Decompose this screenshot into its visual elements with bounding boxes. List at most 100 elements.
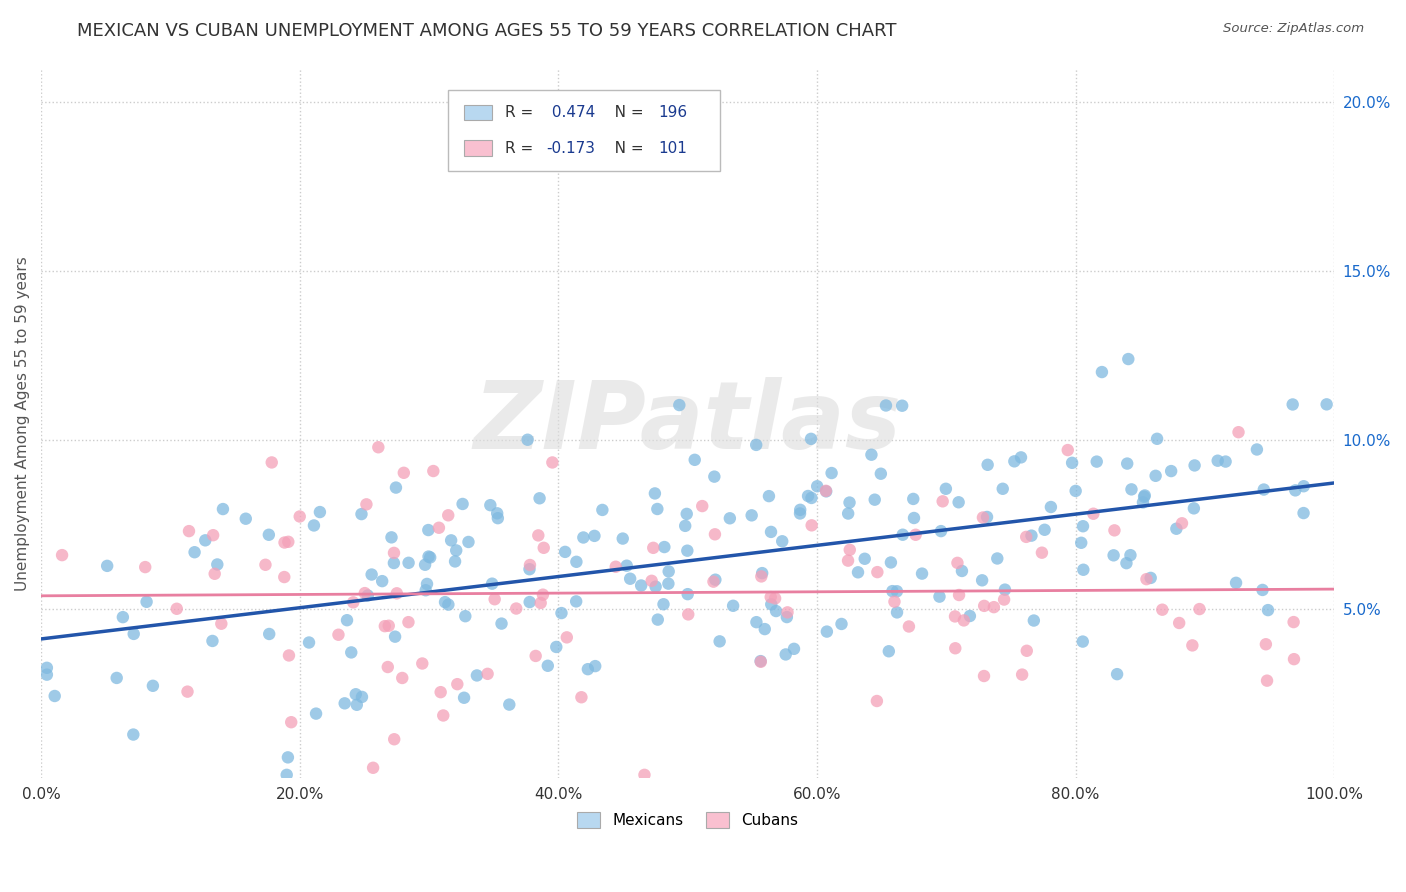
Point: [654, 540, 676, 554]
Point: [986, 551, 1008, 566]
Point: [51, 548, 73, 562]
Point: [1071, 519, 1094, 533]
Point: [96, 558, 118, 573]
Point: [886, 606, 908, 620]
Point: [122, 727, 145, 741]
Point: [1225, 575, 1247, 590]
Point: [336, 613, 359, 627]
Point: [1160, 464, 1182, 478]
Point: [1246, 442, 1268, 457]
Point: [122, 627, 145, 641]
Point: [384, 630, 406, 644]
Point: [1121, 483, 1143, 497]
Point: [1031, 546, 1053, 560]
Point: [619, 572, 641, 586]
Point: [298, 635, 321, 649]
Point: [749, 569, 772, 583]
Point: [444, 543, 467, 558]
Point: [704, 573, 727, 587]
Point: [340, 645, 363, 659]
Point: [360, 567, 382, 582]
Point: [444, 554, 467, 568]
Point: [357, 589, 380, 603]
Point: [1064, 483, 1087, 498]
Point: [1116, 457, 1139, 471]
Point: [718, 511, 741, 525]
Point: [800, 518, 823, 533]
Point: [105, 671, 128, 685]
Point: [652, 597, 675, 611]
Point: [994, 582, 1017, 597]
Point: [527, 528, 550, 542]
Point: [142, 679, 165, 693]
Point: [260, 455, 283, 469]
Point: [280, 715, 302, 730]
Point: [35, 667, 58, 681]
Point: [993, 592, 1015, 607]
Point: [235, 512, 257, 526]
Point: [554, 545, 576, 559]
Point: [583, 659, 606, 673]
Bar: [464, 104, 492, 120]
Point: [209, 616, 232, 631]
Point: [1184, 458, 1206, 473]
Point: [309, 505, 332, 519]
Point: [353, 586, 375, 600]
Text: N =: N =: [600, 105, 648, 120]
Point: [612, 532, 634, 546]
Point: [380, 530, 402, 544]
Point: [741, 508, 763, 523]
Point: [721, 599, 744, 613]
Point: [1011, 667, 1033, 681]
Text: -0.173: -0.173: [547, 141, 596, 155]
Point: [644, 486, 666, 500]
Point: [367, 440, 389, 454]
Text: 101: 101: [658, 141, 688, 155]
Point: [1039, 500, 1062, 514]
Point: [657, 576, 679, 591]
Point: [630, 578, 652, 592]
Point: [457, 535, 479, 549]
Point: [953, 614, 976, 628]
Point: [709, 634, 731, 648]
Point: [948, 495, 970, 509]
Point: [418, 523, 440, 537]
Point: [453, 690, 475, 705]
Point: [194, 533, 217, 548]
Text: R =: R =: [505, 141, 538, 155]
Point: [491, 616, 513, 631]
Point: [305, 706, 328, 721]
Point: [519, 595, 541, 609]
Point: [416, 577, 439, 591]
Point: [44, 689, 66, 703]
Point: [633, 768, 655, 782]
Point: [1015, 644, 1038, 658]
Point: [976, 458, 998, 472]
Point: [278, 648, 301, 663]
Point: [838, 542, 860, 557]
Point: [935, 482, 957, 496]
Point: [1171, 516, 1194, 531]
Point: [1257, 603, 1279, 617]
Point: [758, 489, 780, 503]
Point: [479, 498, 502, 512]
Point: [866, 565, 889, 579]
Point: [382, 546, 405, 560]
Point: [860, 448, 883, 462]
Point: [257, 528, 280, 542]
Point: [950, 564, 973, 578]
Point: [800, 432, 823, 446]
Text: R =: R =: [505, 105, 538, 120]
Point: [398, 556, 420, 570]
Point: [800, 491, 823, 505]
Point: [1071, 634, 1094, 648]
Point: [465, 668, 488, 682]
Point: [814, 483, 837, 498]
Point: [797, 489, 820, 503]
Point: [1206, 453, 1229, 467]
Point: [533, 541, 555, 555]
Point: [1107, 667, 1129, 681]
Point: [1181, 639, 1204, 653]
Point: [605, 559, 627, 574]
Text: MEXICAN VS CUBAN UNEMPLOYMENT AMONG AGES 55 TO 59 YEARS CORRELATION CHART: MEXICAN VS CUBAN UNEMPLOYMENT AMONG AGES…: [77, 22, 897, 40]
